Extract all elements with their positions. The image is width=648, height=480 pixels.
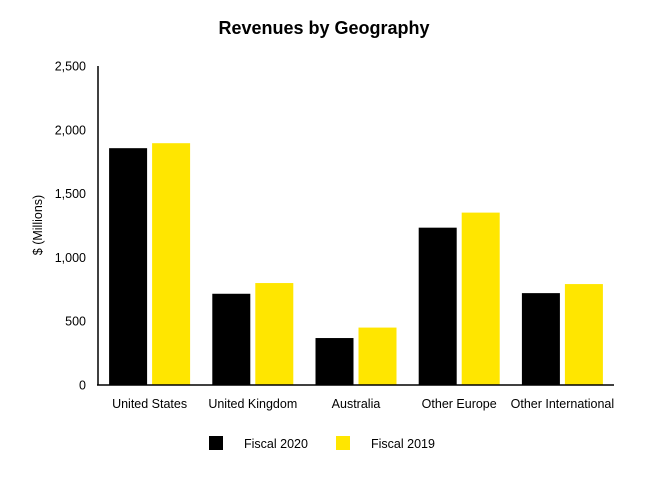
x-tick-label: Other Europe bbox=[422, 397, 497, 411]
bar-fiscal-2020-united-states bbox=[109, 148, 148, 385]
y-tick-label: 1,000 bbox=[55, 251, 86, 265]
y-tick-label: 0 bbox=[79, 379, 86, 393]
x-tick-label: Australia bbox=[332, 397, 381, 411]
x-tick-label: United States bbox=[112, 397, 187, 411]
bar-fiscal-2019-australia bbox=[358, 327, 397, 385]
bar-fiscal-2019-other-international bbox=[564, 284, 603, 385]
bar-fiscal-2020-other-international bbox=[521, 293, 560, 385]
bar-fiscal-2020-other-europe bbox=[418, 227, 457, 385]
y-tick-label: 2,500 bbox=[55, 60, 86, 74]
legend-label: Fiscal 2019 bbox=[371, 437, 435, 451]
legend-swatch bbox=[336, 436, 350, 450]
y-axis-label: $ (Millions) bbox=[31, 195, 45, 255]
bar-fiscal-2019-other-europe bbox=[461, 212, 500, 385]
y-tick-label: 2,000 bbox=[55, 123, 86, 137]
legend-label: Fiscal 2020 bbox=[244, 437, 308, 451]
legend-swatch bbox=[209, 436, 223, 450]
bar-fiscal-2019-united-states bbox=[152, 143, 191, 385]
bar-fiscal-2019-united-kingdom bbox=[255, 283, 294, 385]
bar-fiscal-2020-united-kingdom bbox=[212, 293, 251, 385]
y-tick-label: 500 bbox=[65, 315, 86, 329]
x-tick-label: United Kingdom bbox=[208, 397, 297, 411]
y-tick-label: 1,500 bbox=[55, 187, 86, 201]
bar-fiscal-2020-australia bbox=[315, 338, 354, 385]
chart-title: Revenues by Geography bbox=[218, 18, 429, 38]
x-tick-label: Other International bbox=[511, 397, 615, 411]
